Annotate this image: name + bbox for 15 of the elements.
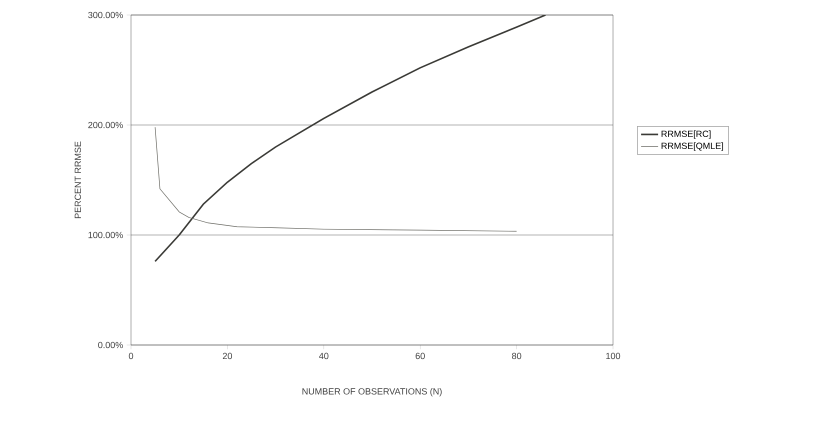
- x-tick-label: 40: [319, 352, 328, 360]
- y-axis-title: PERCENT RRMSE: [74, 142, 81, 218]
- y-tick-label: 0.00%: [98, 342, 123, 348]
- x-tick-label: 60: [416, 352, 425, 360]
- x-tick-label: 80: [512, 352, 522, 360]
- y-tick-label: 300.00%: [88, 12, 123, 18]
- legend-label: RRMSE[RC]: [662, 130, 711, 139]
- y-tick-label: 200.00%: [88, 122, 123, 128]
- legend-label: RRMSE[QMLE]: [662, 142, 724, 151]
- x-tick-label: 0: [128, 352, 134, 360]
- line-series: [154, 126, 517, 232]
- x-tick-label: 20: [222, 352, 232, 360]
- x-axis-title: NUMBER OF OBSERVATIONS (N): [302, 388, 442, 396]
- y-tick-label: 100.00%: [88, 232, 123, 238]
- x-tick-label: 100: [606, 352, 620, 360]
